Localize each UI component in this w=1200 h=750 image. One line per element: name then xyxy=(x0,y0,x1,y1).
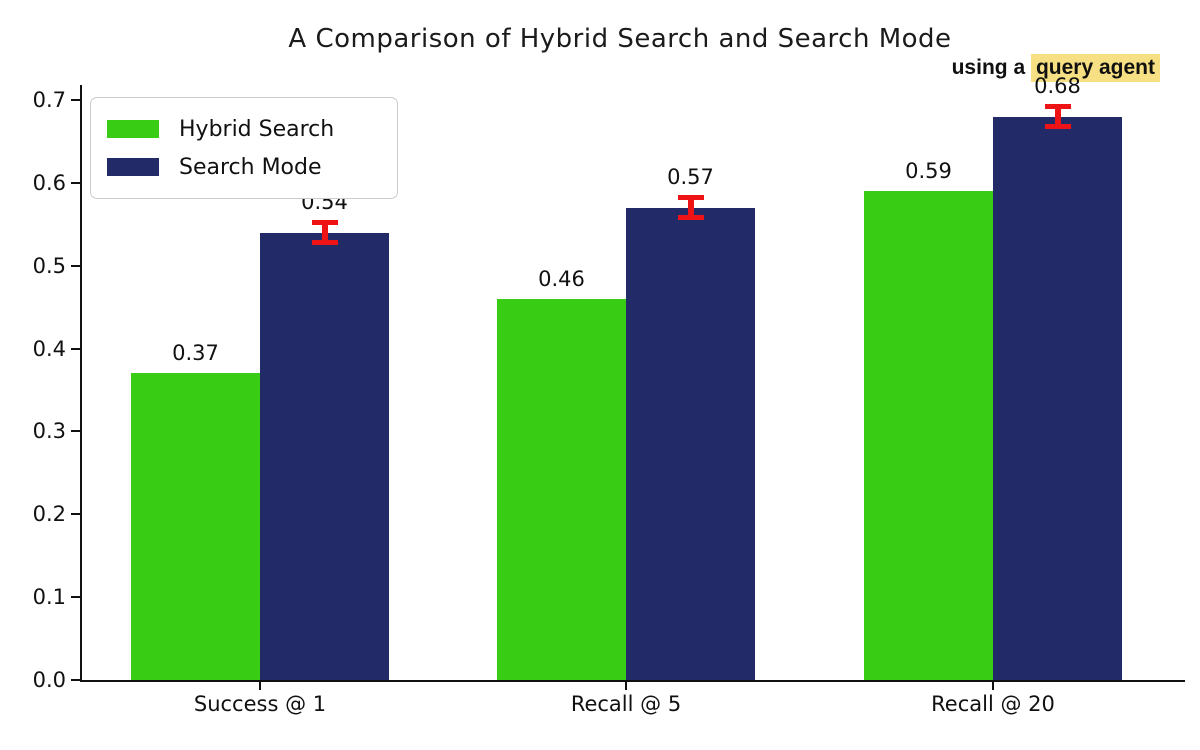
x-tick-mark xyxy=(259,682,261,690)
legend-item: Search Mode xyxy=(107,148,381,186)
y-tick-label: 0.6 xyxy=(32,170,66,195)
y-tick-mark xyxy=(71,347,80,350)
y-tick-mark xyxy=(71,679,80,681)
x-category-label: Recall @ 20 xyxy=(931,692,1055,716)
subtitle-highlight: query agent xyxy=(1030,54,1160,82)
y-tick-label: 0.4 xyxy=(32,336,66,361)
bar-value-label: 0.59 xyxy=(905,159,952,184)
y-axis-spine xyxy=(80,85,82,682)
bar-hybrid-search xyxy=(864,191,993,680)
bar-hybrid-search xyxy=(497,298,626,680)
bar-hybrid-search xyxy=(131,373,260,680)
legend-item: Hybrid Search xyxy=(107,110,381,148)
bar-value-label: 0.68 xyxy=(1034,74,1081,99)
error-bar-stem xyxy=(321,220,328,245)
y-tick-label: 0.1 xyxy=(32,585,66,610)
x-tick-mark xyxy=(992,682,994,690)
x-category-label: Recall @ 5 xyxy=(570,692,682,716)
error-bar-stem xyxy=(687,195,694,221)
error-bar-stem xyxy=(1054,104,1061,129)
error-bar xyxy=(311,220,338,245)
x-tick-mark xyxy=(625,682,627,690)
bar-value-label: 0.57 xyxy=(667,165,714,190)
y-tick-label: 0.2 xyxy=(32,502,66,527)
chart-title: A Comparison of Hybrid Search and Search… xyxy=(288,24,952,54)
plot-area: 0.37 0.54 0.46 0.57 0.59 0.68 xyxy=(82,74,1185,680)
error-bar xyxy=(1044,104,1071,129)
x-category-label: Success @ 1 xyxy=(193,692,327,716)
legend: Hybrid Search Search Mode xyxy=(90,97,398,199)
legend-swatch xyxy=(107,158,159,176)
chart-subtitle: using a query agent xyxy=(0,54,1160,82)
y-tick-label: 0.3 xyxy=(32,419,66,444)
y-tick-label: 0.7 xyxy=(32,87,66,112)
bar-search-mode xyxy=(993,116,1122,680)
y-tick-mark xyxy=(71,264,80,267)
subtitle-prefix: using a xyxy=(951,56,1031,79)
bar-value-label: 0.46 xyxy=(538,266,585,291)
y-tick-label: 0.0 xyxy=(32,668,66,692)
y-tick-label: 0.5 xyxy=(32,253,66,278)
legend-label: Search Mode xyxy=(179,154,322,180)
bar-search-mode xyxy=(626,207,755,680)
y-tick-mark xyxy=(71,596,80,599)
y-tick-mark xyxy=(71,98,80,101)
legend-label: Hybrid Search xyxy=(179,116,335,142)
y-tick-mark xyxy=(71,181,80,184)
legend-swatch xyxy=(107,120,159,138)
bar-value-label: 0.37 xyxy=(172,341,219,366)
bar-search-mode xyxy=(260,232,389,680)
x-axis-line xyxy=(80,680,1185,682)
y-tick-mark xyxy=(71,513,80,516)
y-tick-mark xyxy=(71,430,80,433)
error-bar xyxy=(677,195,704,221)
